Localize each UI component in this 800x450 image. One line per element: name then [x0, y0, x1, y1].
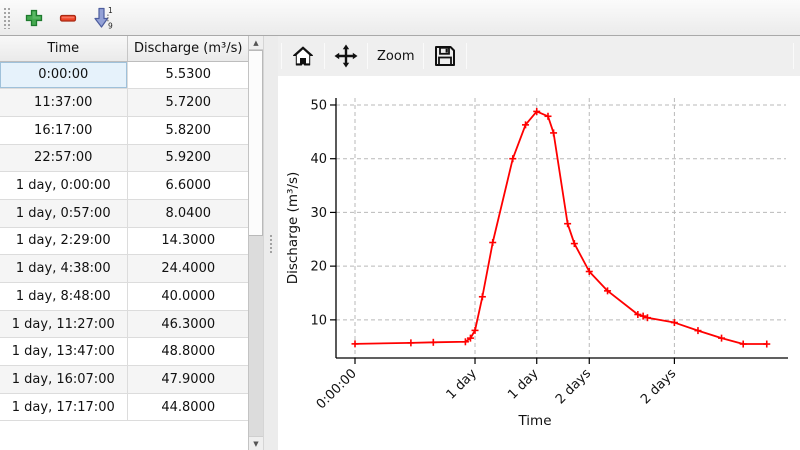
discharge-cell[interactable]: 8.0400 [127, 199, 249, 228]
time-cell[interactable]: 1 day, 13:47:00 [0, 337, 128, 367]
panel-splitter[interactable] [265, 36, 278, 450]
scroll-down-icon: ▼ [253, 439, 259, 448]
sort-rows-button[interactable]: 1 9 [86, 3, 118, 33]
svg-text:1: 1 [108, 6, 113, 15]
plot-toolbar: Zoom [278, 36, 800, 76]
discharge-cell[interactable]: 48.8000 [127, 337, 249, 367]
discharge-cell[interactable]: 24.4000 [127, 254, 249, 283]
discharge-cell[interactable]: 6.6000 [127, 171, 249, 200]
table-row: 22:57:00 5.9200 [0, 144, 249, 173]
table-row: 11:37:00 5.7200 [0, 88, 249, 117]
toolbar-separator [367, 43, 368, 69]
scrollbar-thumb[interactable] [249, 50, 263, 236]
time-cell[interactable]: 1 day, 4:38:00 [0, 254, 128, 283]
time-cell[interactable]: 1 day, 16:07:00 [0, 365, 128, 394]
toolbar-separator [324, 43, 325, 69]
toolbar-separator [793, 43, 794, 69]
pan-button[interactable] [328, 41, 364, 71]
scroll-down-button[interactable]: ▼ [249, 436, 263, 450]
add-row-button[interactable] [18, 3, 50, 33]
time-cell[interactable]: 0:00:00 [0, 61, 128, 90]
discharge-cell[interactable]: 5.9200 [127, 144, 249, 173]
time-cell[interactable]: 1 day, 0:57:00 [0, 199, 128, 228]
add-plus-icon [25, 9, 43, 26]
chart-plot-area[interactable] [336, 98, 786, 358]
table-row: 1 day, 4:38:00 24.4000 [0, 254, 249, 283]
table-row: 1 day, 0:57:00 8.0400 [0, 199, 249, 228]
table-row: 1 day, 0:00:00 6.6000 [0, 171, 249, 200]
toolbar-grip-handle[interactable] [3, 6, 10, 29]
table-row: 16:17:00 5.8200 [0, 116, 249, 145]
discharge-cell[interactable]: 40.0000 [127, 282, 249, 311]
pan-move-icon [334, 44, 358, 68]
discharge-cell[interactable]: 5.7200 [127, 88, 249, 117]
zoom-button[interactable]: Zoom [371, 41, 420, 71]
discharge-cell[interactable]: 47.9000 [127, 365, 249, 394]
toolbar-separator [281, 43, 282, 69]
time-cell[interactable]: 1 day, 8:48:00 [0, 282, 128, 311]
toolbar-separator [423, 43, 425, 69]
time-cell[interactable]: 1 day, 11:27:00 [0, 310, 128, 339]
time-cell[interactable]: 1 day, 0:00:00 [0, 171, 128, 200]
home-icon [293, 46, 313, 66]
time-cell[interactable]: 1 day, 17:17:00 [0, 393, 128, 422]
discharge-cell[interactable]: 46.3000 [127, 310, 249, 339]
svg-text:9: 9 [108, 21, 113, 30]
sort-ascending-icon: 1 9 [94, 6, 113, 30]
table-row: 1 day, 2:29:00 14.3000 [0, 227, 249, 256]
discharge-table: Time Discharge (m³/s) 0:00:00 5.5300 11:37… [0, 36, 249, 422]
discharge-cell[interactable]: 44.8000 [127, 393, 249, 422]
home-view-button[interactable] [285, 41, 321, 71]
table-scrollbar[interactable]: ▲ ▼ [248, 36, 263, 450]
table-row: 1 day, 13:47:00 48.8000 [0, 337, 249, 367]
remove-row-button[interactable] [52, 3, 84, 33]
table-row: 1 day, 11:27:00 46.3000 [0, 310, 249, 339]
column-header-time[interactable]: Time [0, 36, 128, 62]
table-row: 0:00:00 5.5300 [0, 61, 249, 90]
toolbar-separator [466, 43, 468, 69]
remove-minus-icon [59, 14, 77, 22]
discharge-cell[interactable]: 14.3000 [127, 227, 249, 256]
time-series-table-panel: Time Discharge (m³/s) 0:00:00 5.5300 11:37… [0, 36, 264, 450]
table-row: 1 day, 8:48:00 40.0000 [0, 282, 249, 311]
discharge-cell[interactable]: 5.8200 [127, 116, 249, 145]
save-figure-button[interactable] [427, 41, 463, 71]
time-cell[interactable]: 11:37:00 [0, 88, 128, 117]
discharge-cell[interactable]: 5.5300 [127, 61, 249, 90]
scroll-up-icon: ▲ [253, 38, 259, 47]
time-cell[interactable]: 1 day, 2:29:00 [0, 227, 128, 256]
table-row: 1 day, 17:17:00 44.8000 [0, 393, 249, 422]
save-floppy-icon [435, 46, 456, 66]
table-row: 1 day, 16:07:00 47.9000 [0, 365, 249, 394]
time-cell[interactable]: 16:17:00 [0, 116, 128, 145]
scroll-up-button[interactable]: ▲ [249, 36, 263, 50]
time-cell[interactable]: 22:57:00 [0, 144, 128, 173]
splitter-grip-dots [269, 234, 273, 254]
column-header-discharge[interactable]: Discharge (m³/s) [127, 36, 249, 62]
main-toolbar: 1 9 [0, 0, 800, 36]
